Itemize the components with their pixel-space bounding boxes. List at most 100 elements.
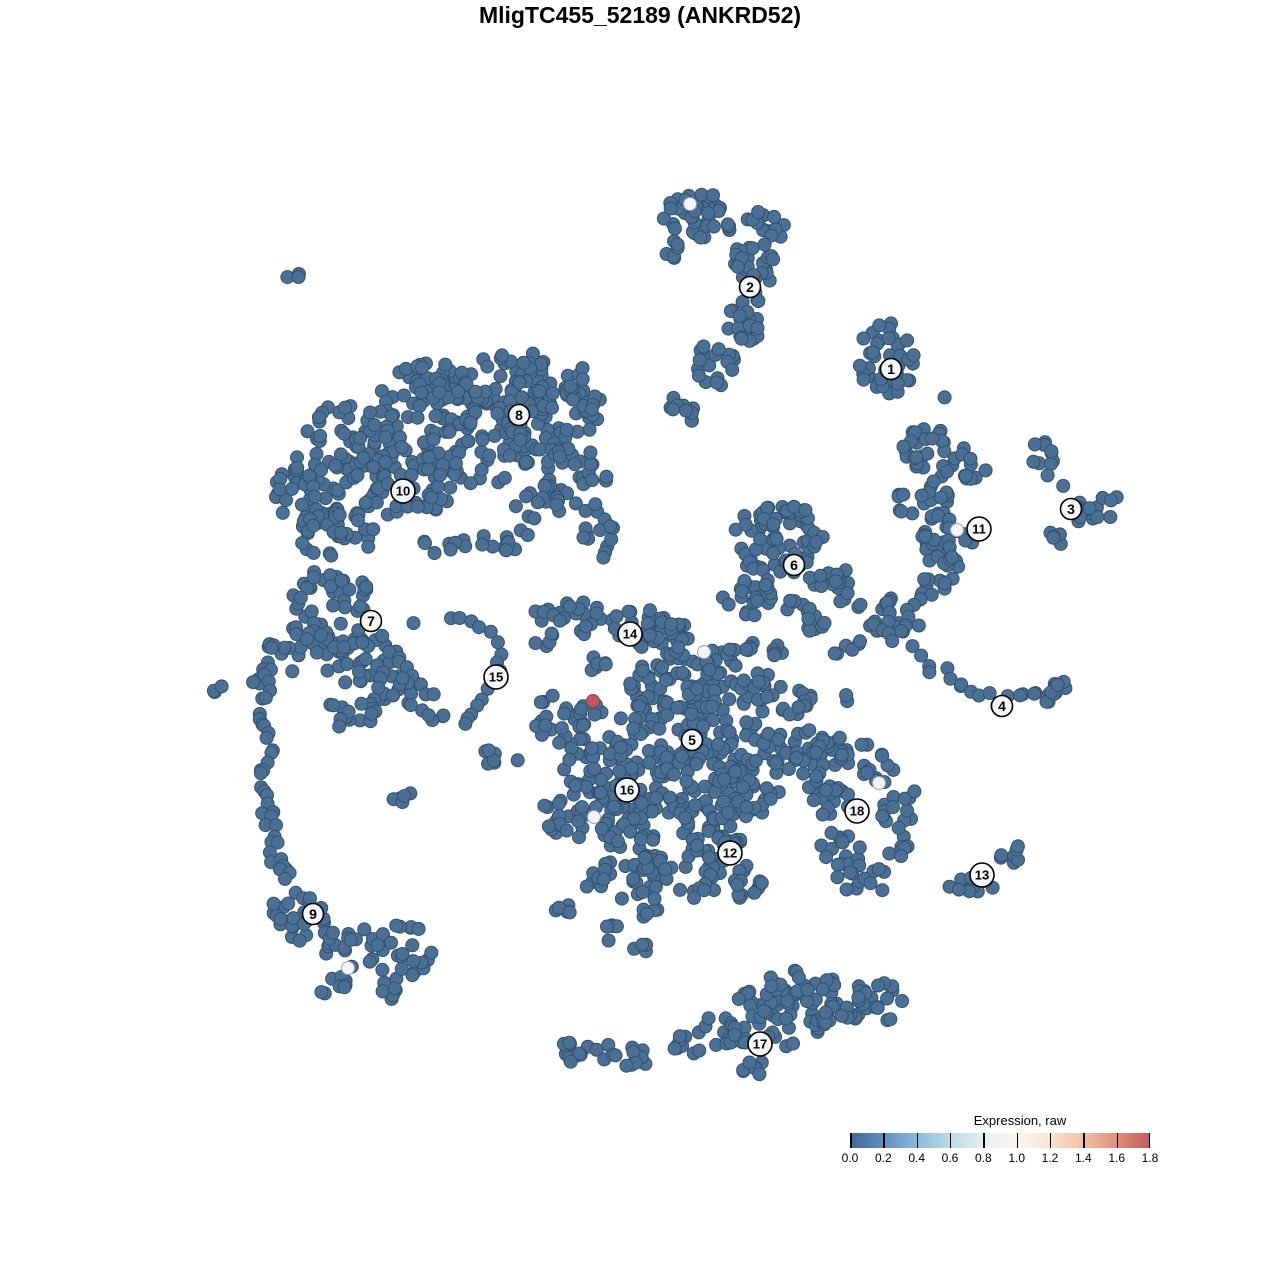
data-point [579, 879, 594, 894]
data-point [689, 757, 704, 772]
cluster-label-9: 9 [301, 902, 325, 926]
data-point [375, 962, 390, 977]
data-point [830, 870, 845, 885]
data-point [725, 362, 740, 377]
svg-text:7: 7 [367, 613, 375, 629]
data-point [593, 785, 608, 800]
data-point [350, 468, 365, 483]
legend-tick-label: 1.6 [1108, 1151, 1125, 1165]
data-point [389, 918, 404, 933]
data-point [499, 543, 514, 558]
data-point [802, 723, 817, 738]
data-point [359, 579, 374, 594]
data-point [706, 188, 720, 203]
data-point [881, 331, 896, 346]
svg-text:11: 11 [972, 522, 986, 537]
data-point [871, 862, 886, 877]
data-point [545, 688, 560, 703]
data-point [945, 550, 959, 564]
data-point [832, 730, 847, 745]
data-point [487, 428, 502, 443]
legend-tick-label: 1.4 [1074, 1151, 1092, 1165]
data-point [922, 665, 937, 680]
data-point [963, 451, 978, 466]
data-point [404, 468, 419, 482]
data-point [584, 402, 599, 417]
svg-text:5: 5 [688, 732, 696, 748]
data-point [575, 800, 589, 815]
data-point [854, 737, 869, 752]
data-point [421, 450, 436, 465]
legend-tick [1116, 1133, 1119, 1148]
data-point [755, 704, 770, 719]
data-point [852, 358, 867, 373]
data-point [410, 499, 425, 514]
data-point [742, 1055, 757, 1070]
data-point [363, 405, 378, 420]
data-point [678, 810, 693, 825]
legend-tick-label: 0.6 [941, 1151, 959, 1165]
data-point [278, 871, 292, 886]
data-point [337, 426, 351, 441]
data-point [490, 406, 505, 421]
data-point [599, 469, 614, 484]
data-point [549, 497, 564, 512]
data-point [567, 457, 582, 472]
data-point [860, 765, 875, 780]
cluster-label-18: 18 [844, 798, 870, 824]
data-point [635, 937, 650, 952]
data-point [367, 418, 382, 432]
svg-text:2: 2 [746, 279, 754, 295]
data-point [883, 1012, 898, 1027]
data-point [426, 432, 441, 447]
data-point [852, 840, 867, 855]
data-point [684, 707, 699, 721]
data-point [750, 593, 765, 608]
data-point [886, 800, 900, 815]
data-point [642, 755, 657, 770]
data-point [544, 626, 559, 641]
svg-text:12: 12 [723, 846, 737, 861]
data-point [403, 698, 418, 713]
legend-tick-label: 0.0 [841, 1151, 859, 1165]
data-point [872, 776, 886, 790]
data-point [642, 628, 657, 643]
data-point [562, 1035, 577, 1050]
data-point [410, 410, 425, 425]
svg-text:13: 13 [975, 868, 989, 883]
data-point [735, 780, 750, 795]
data-point [689, 681, 704, 696]
data-point [361, 539, 376, 554]
data-point [766, 252, 781, 267]
data-point [451, 384, 466, 399]
data-point [747, 885, 762, 900]
cluster-label-10: 10 [390, 478, 416, 504]
legend-tick-label: 1.8 [1141, 1151, 1159, 1165]
data-point [295, 536, 310, 551]
data-point [1046, 530, 1061, 545]
data-point [641, 744, 656, 758]
data-point [519, 489, 534, 504]
data-point [568, 778, 583, 793]
data-point [328, 458, 343, 473]
data-point [830, 857, 845, 872]
data-point [596, 550, 611, 565]
data-point [1040, 468, 1055, 483]
cluster-label-12: 12 [717, 840, 743, 866]
data-point [717, 772, 732, 787]
data-point [1104, 493, 1118, 508]
data-point [613, 740, 628, 755]
data-point [711, 737, 725, 752]
data-point [801, 611, 816, 626]
data-point [562, 752, 577, 767]
data-point [421, 708, 436, 723]
data-point [342, 582, 357, 597]
data-point [671, 640, 686, 655]
data-point [299, 632, 314, 647]
data-point [475, 537, 490, 552]
data-point [809, 769, 824, 784]
data-point [818, 1005, 833, 1020]
data-point [722, 692, 737, 707]
data-point [696, 339, 711, 354]
data-point [572, 830, 586, 845]
